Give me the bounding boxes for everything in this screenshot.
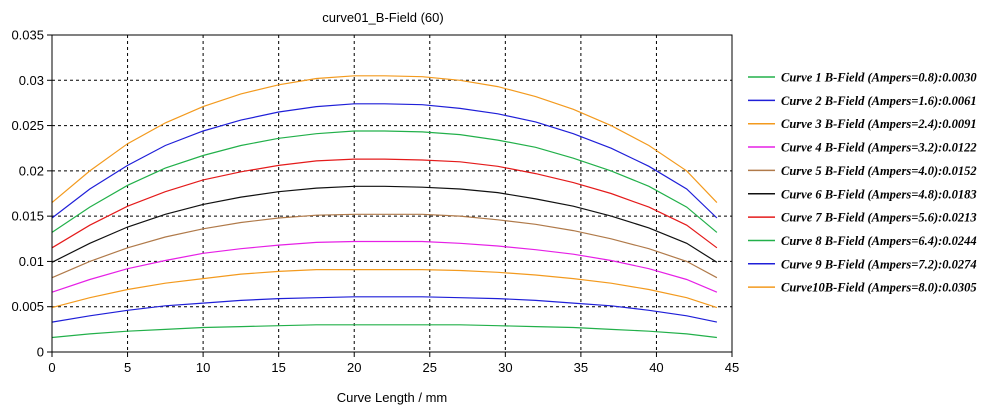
series-line-10 bbox=[51, 75, 718, 204]
legend-label: Curve10B-Field (Ampers=8.0):0.0305 bbox=[781, 281, 977, 295]
series-line-6 bbox=[51, 185, 718, 263]
series-line-1 bbox=[51, 324, 717, 339]
legend-label: Curve 8 B-Field (Ampers=6.4):0.0244 bbox=[781, 234, 977, 248]
y-tick-label: 0.035 bbox=[11, 28, 44, 43]
x-tick-label: 45 bbox=[725, 360, 739, 375]
legend-label: Curve 3 B-Field (Ampers=2.4):0.0091 bbox=[781, 117, 977, 131]
y-tick-label: 0.01 bbox=[19, 254, 44, 269]
grid bbox=[52, 35, 732, 352]
legend-label: Curve 2 B-Field (Ampers=1.6):0.0061 bbox=[781, 94, 977, 108]
series-line-8 bbox=[51, 130, 718, 233]
legend-label: Curve 9 B-Field (Ampers=7.2):0.0274 bbox=[781, 257, 977, 271]
x-tick-label: 30 bbox=[498, 360, 512, 375]
x-tick-label: 35 bbox=[574, 360, 588, 375]
series-lines bbox=[51, 75, 718, 339]
legend-label: Curve 5 B-Field (Ampers=4.0):0.0152 bbox=[781, 164, 977, 178]
x-tick-label: 20 bbox=[347, 360, 361, 375]
legend-label: Curve 1 B-Field (Ampers=0.8):0.0030 bbox=[781, 71, 977, 85]
y-tick-label: 0.025 bbox=[11, 118, 44, 133]
series-line-5 bbox=[51, 213, 718, 279]
legend-label: Curve 7 B-Field (Ampers=5.6):0.0213 bbox=[781, 211, 977, 225]
y-tick-label: 0.015 bbox=[11, 209, 44, 224]
x-tick-label: 10 bbox=[196, 360, 210, 375]
x-axis-title: Curve Length / mm bbox=[337, 390, 448, 405]
x-tick-label: 15 bbox=[271, 360, 285, 375]
x-tick-label: 0 bbox=[48, 360, 55, 375]
legend: Curve 1 B-Field (Ampers=0.8):0.0030 Curve… bbox=[748, 71, 977, 295]
series-line-3 bbox=[51, 269, 718, 309]
x-tick-label: 25 bbox=[423, 360, 437, 375]
chart-title: curve01_B-Field (60) bbox=[322, 10, 443, 25]
legend-label: Curve 4 B-Field (Ampers=3.2):0.0122 bbox=[781, 141, 977, 155]
plot-frame bbox=[51, 34, 733, 353]
series-line-9 bbox=[51, 103, 718, 219]
series-line-2 bbox=[51, 296, 718, 323]
y-tick-label: 0.005 bbox=[11, 299, 44, 314]
x-tick-label: 5 bbox=[124, 360, 131, 375]
axis-ticks: 0 5 10 15 20 25 30 35 40 45 0 0.005 0.01 0.015 0.02 0.0… bbox=[11, 28, 739, 376]
series-line-7 bbox=[51, 158, 718, 249]
y-tick-label: 0 bbox=[37, 345, 44, 360]
x-tick-label: 40 bbox=[649, 360, 663, 375]
legend-label: Curve 6 B-Field (Ampers=4.8):0.0183 bbox=[781, 187, 977, 201]
y-tick-label: 0.02 bbox=[19, 163, 44, 178]
series-line-4 bbox=[51, 240, 718, 293]
y-tick-label: 0.03 bbox=[19, 73, 44, 88]
